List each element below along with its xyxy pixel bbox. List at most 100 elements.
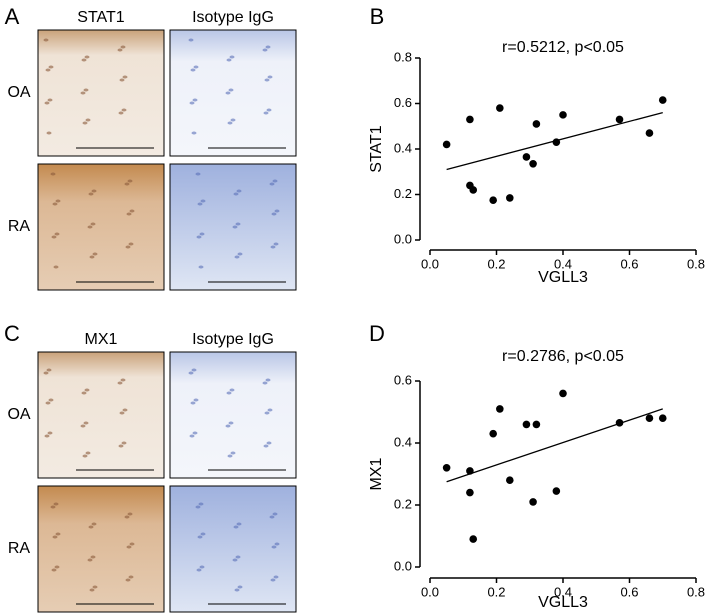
row-label: OA: [7, 84, 30, 101]
cell-nucleus: [55, 199, 61, 203]
data-point: [469, 535, 478, 543]
data-point: [532, 120, 541, 128]
cell-nucleus: [270, 578, 276, 582]
cell-nucleus: [263, 444, 269, 448]
data-point: [522, 420, 531, 429]
cell-nucleus: [127, 512, 133, 516]
y-tick-label: 0.6: [394, 372, 412, 387]
cell-nucleus: [267, 408, 273, 412]
cell-nucleus: [54, 232, 60, 236]
data-point: [559, 111, 567, 119]
cell-nucleus: [272, 179, 278, 183]
y-tick-label: 0.4: [394, 434, 412, 449]
cell-nucleus: [198, 265, 204, 269]
cell-nucleus: [87, 558, 93, 562]
cell-nucleus: [266, 441, 272, 445]
cell-nucleus: [84, 388, 90, 392]
cell-nucleus: [85, 118, 91, 122]
cell-nucleus: [51, 568, 57, 572]
x-tick-label: 0.8: [687, 256, 705, 271]
data-point: [552, 487, 561, 495]
column-label: MX1: [85, 331, 118, 348]
data-point: [442, 140, 451, 149]
cell-nucleus: [195, 172, 201, 176]
cell-nucleus: [92, 252, 98, 256]
cell-nucleus: [229, 55, 235, 59]
cell-nucleus: [193, 398, 199, 402]
cell-nucleus: [83, 88, 89, 92]
y-tick-label: 0.2: [394, 186, 412, 201]
cell-nucleus: [46, 368, 52, 372]
micrograph: [37, 485, 165, 613]
cell-nucleus: [265, 378, 271, 382]
cell-nucleus: [225, 424, 231, 428]
cell-nucleus: [273, 242, 279, 246]
cell-nucleus: [229, 388, 235, 392]
cell-nucleus: [127, 179, 133, 183]
cell-nucleus: [124, 182, 130, 186]
cell-nucleus: [119, 411, 125, 415]
cell-nucleus: [190, 68, 196, 72]
cell-nucleus: [47, 431, 53, 435]
cell-nucleus: [128, 575, 134, 579]
cell-nucleus: [84, 55, 90, 59]
cell-nucleus: [191, 368, 197, 372]
cell-nucleus: [233, 192, 239, 196]
y-tick-label: 0.0: [394, 558, 412, 573]
data-point: [615, 419, 624, 427]
data-point: [658, 414, 667, 423]
cell-nucleus: [197, 202, 203, 206]
column-label: Isotype IgG: [192, 331, 274, 348]
data-point: [496, 104, 504, 112]
cell-nucleus: [90, 555, 96, 559]
cell-nucleus: [52, 202, 58, 206]
x-tick-label: 0.8: [687, 584, 705, 599]
data-point: [506, 194, 514, 202]
cell-nucleus: [43, 38, 49, 42]
cell-nucleus: [189, 434, 195, 438]
y-axis-label: STAT1: [368, 125, 385, 173]
cell-nucleus: [89, 588, 95, 592]
data-point: [529, 159, 537, 168]
cell-nucleus: [270, 245, 276, 249]
cell-nucleus: [262, 381, 268, 385]
cell-nucleus: [81, 58, 87, 62]
x-axis-label: VGLL3: [538, 594, 588, 611]
cell-nucleus: [91, 189, 97, 193]
cell-nucleus: [273, 575, 279, 579]
cell-nucleus: [191, 131, 197, 135]
cell-nucleus: [192, 98, 198, 102]
cell-nucleus: [188, 38, 194, 42]
cell-nucleus: [237, 585, 243, 589]
row-label: RA: [8, 540, 31, 557]
micrograph: [37, 163, 165, 291]
data-point: [552, 138, 561, 146]
cell-nucleus: [50, 505, 56, 509]
cell-nucleus: [196, 235, 202, 239]
cell-nucleus: [232, 225, 238, 229]
micrograph: [169, 485, 297, 613]
row-label: RA: [8, 218, 31, 235]
cell-nucleus: [92, 585, 98, 589]
data-point: [466, 488, 474, 497]
cell-nucleus: [193, 65, 199, 69]
data-point: [529, 498, 537, 506]
cell-nucleus: [87, 225, 93, 229]
cell-nucleus: [126, 212, 132, 216]
chart-title: r=0.2786, p<0.05: [502, 348, 624, 365]
cell-nucleus: [45, 401, 51, 405]
cell-nucleus: [91, 522, 97, 526]
micrograph: [37, 351, 165, 479]
data-point: [489, 429, 497, 438]
cell-nucleus: [192, 431, 198, 435]
cell-nucleus: [128, 242, 134, 246]
trendline: [446, 408, 663, 483]
data-point: [522, 153, 531, 161]
x-tick-label: 0.2: [487, 256, 505, 271]
cell-nucleus: [51, 235, 57, 239]
x-tick-label: 0.0: [421, 584, 439, 599]
cell-nucleus: [89, 255, 95, 259]
cell-nucleus: [226, 391, 232, 395]
panel-letter: B: [370, 4, 385, 29]
